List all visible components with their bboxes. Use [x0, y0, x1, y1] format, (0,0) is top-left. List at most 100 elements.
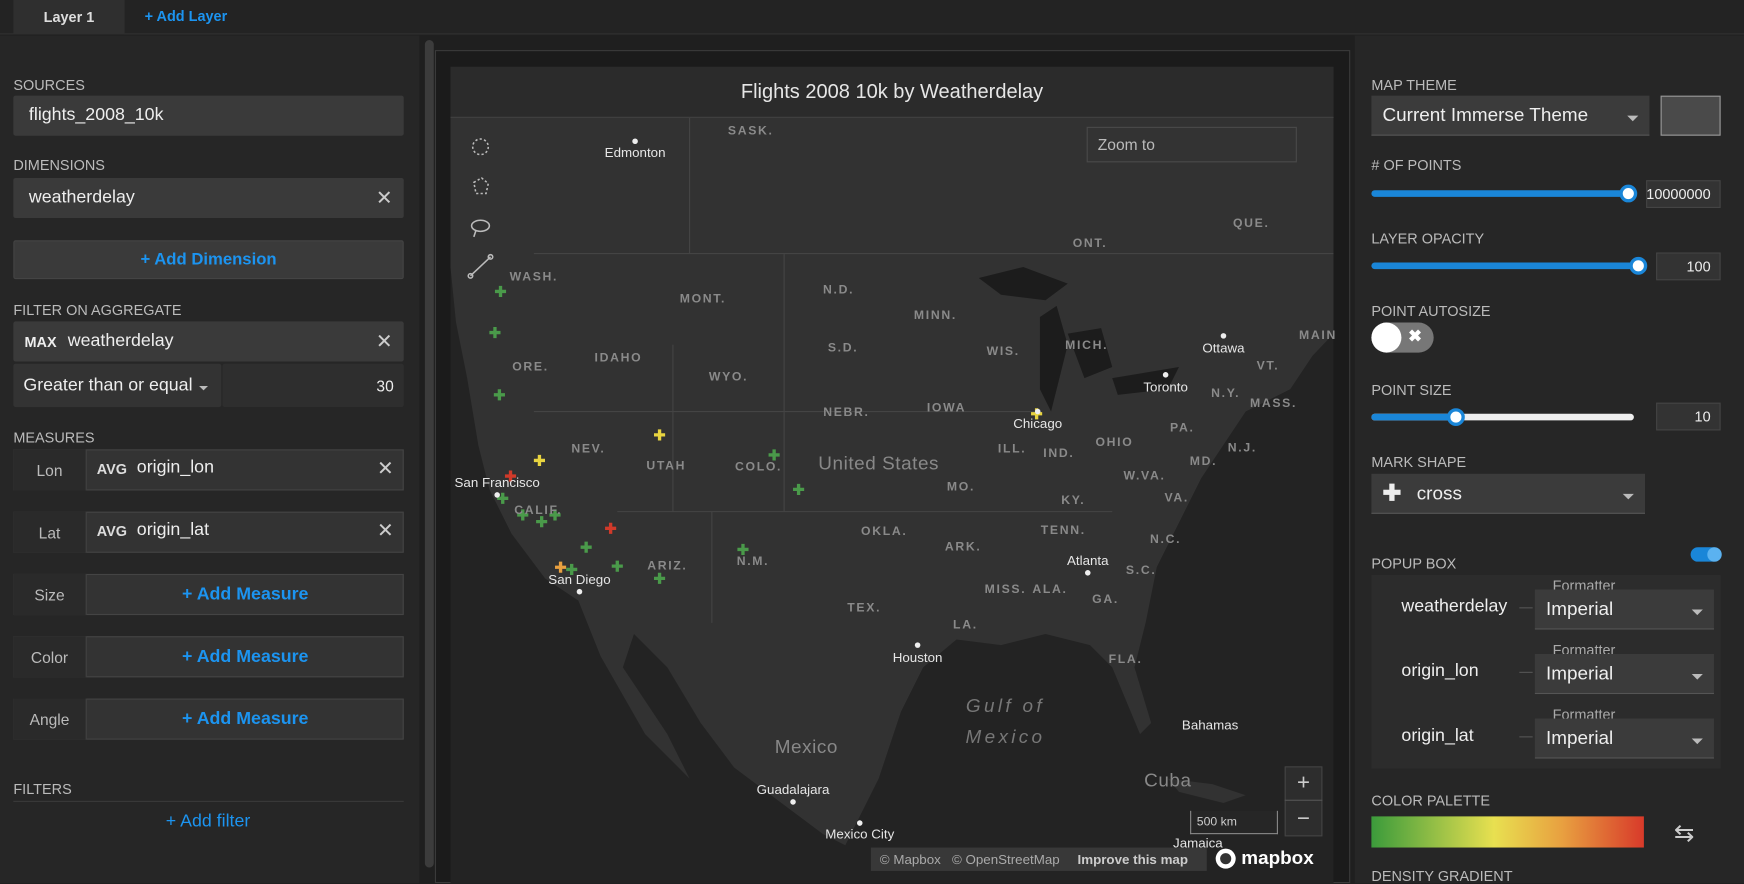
value: 30	[376, 376, 394, 395]
formatter-select[interactable]: Imperial	[1534, 718, 1714, 759]
zoom-controls	[1284, 766, 1323, 837]
map[interactable]	[450, 117, 1334, 884]
remove-icon[interactable]: ✕	[377, 519, 394, 542]
draw-tools[interactable]	[467, 138, 494, 279]
land	[450, 117, 1334, 846]
region-label: OHIO	[1095, 435, 1134, 450]
section-label: DIMENSIONS	[13, 156, 105, 174]
region-label: United States	[818, 452, 940, 474]
add-measure[interactable]: + Add Measure	[182, 709, 309, 728]
remove-icon[interactable]: ✕	[375, 186, 393, 209]
logo-text: mapbox	[1241, 847, 1314, 869]
slider-knob[interactable]	[1629, 256, 1648, 275]
city-label: Ottawa	[1202, 340, 1245, 356]
opacity-value[interactable]: 100	[1656, 252, 1721, 281]
caret	[1691, 673, 1703, 680]
city-label: San Diego	[548, 571, 611, 588]
zoom-out[interactable]: −	[1297, 806, 1311, 831]
city-dot	[1162, 372, 1169, 378]
add-filter[interactable]: + Add filter	[165, 811, 251, 831]
point-marker	[793, 483, 805, 495]
slider-knob[interactable]	[1447, 408, 1465, 426]
point-marker	[580, 541, 592, 553]
popup-field: weatherdelay	[1401, 597, 1508, 617]
add-measure[interactable]: + Add Measure	[182, 646, 309, 666]
attribution-link[interactable]: © OpenStreetMap	[951, 851, 1060, 867]
region-label: VA.	[1164, 491, 1190, 505]
add-measure[interactable]: + Add Measure	[182, 584, 309, 604]
region-label: TEX.	[847, 601, 882, 616]
shape-icon: ✚	[1382, 481, 1402, 507]
region-label: UTAH	[646, 459, 687, 473]
attribution-link[interactable]: © Mapbox	[879, 851, 941, 867]
point-marker	[494, 285, 507, 297]
add-dimension[interactable]: + Add Dimension	[13, 240, 404, 280]
dimension-input[interactable]: weatherdelay ✕	[13, 177, 404, 218]
remove-icon[interactable]: ✕	[375, 329, 393, 353]
source-input[interactable]: flights_2008_10k	[13, 95, 404, 136]
section-label: MARK SHAPE	[1371, 453, 1467, 471]
region-label: IDAHO	[594, 351, 643, 365]
toggle-knob	[1371, 322, 1402, 353]
toggle-icon: ✖	[1408, 326, 1423, 346]
scrollbar[interactable]	[424, 40, 434, 868]
region-label: MASS.	[1249, 397, 1298, 411]
tab[interactable]: Layer 1	[13, 0, 125, 35]
connector	[1519, 736, 1533, 738]
city-label: San Francisco	[454, 474, 540, 491]
formatter-select[interactable]: Imperial	[1534, 653, 1714, 695]
filter-value[interactable]: 30	[222, 363, 404, 408]
region-label: ONT.	[1072, 236, 1108, 251]
attribution: © Mapbox © OpenStreetMap Improve this ma…	[870, 847, 1207, 871]
region-label: MO.	[946, 480, 976, 494]
zoom-to-input[interactable]: Zoom to	[1086, 126, 1297, 163]
point-marker	[653, 572, 666, 584]
zoom-in[interactable]: +	[1284, 766, 1323, 801]
dimension: weatherdelay	[28, 187, 135, 207]
shape-select[interactable]: ✚ cross	[1371, 473, 1646, 514]
city-dot	[576, 588, 583, 595]
operator-select[interactable]: Greater than or equal	[13, 363, 222, 408]
measure-field: origin_lon	[136, 458, 214, 478]
region-label: PA.	[1170, 421, 1195, 435]
size-value[interactable]: 10	[1656, 402, 1721, 431]
filter-field[interactable]: MAX weatherdelay ✕	[13, 321, 404, 362]
swap-icon[interactable]: ⇆	[1673, 818, 1695, 847]
formatter-select[interactable]: Imperial	[1534, 589, 1714, 630]
aggregate: AVG	[96, 460, 128, 478]
point-marker	[549, 509, 561, 521]
city-dot	[1220, 333, 1227, 339]
section-label: LAYER OPACITY	[1371, 230, 1485, 247]
region-label: Cuba	[1144, 769, 1192, 791]
theme-thumbnail[interactable]	[1660, 95, 1721, 136]
improve-link[interactable]: Improve this map	[1077, 851, 1189, 867]
region-label: WYO.	[708, 370, 749, 384]
point-marker	[493, 389, 505, 401]
point-marker	[533, 454, 545, 467]
slider-fill	[1371, 413, 1456, 421]
remove-icon[interactable]: ✕	[377, 457, 394, 480]
measure-name: Lon	[13, 449, 87, 491]
region-label: ALA.	[1032, 582, 1068, 597]
region-label: ORE.	[512, 360, 549, 374]
slider-track	[1371, 262, 1639, 270]
city-label: Edmonton	[604, 144, 666, 161]
land	[1167, 778, 1246, 804]
slider-knob[interactable]	[1619, 184, 1638, 203]
connector	[1519, 607, 1533, 609]
region-label: CALIF.	[514, 503, 563, 518]
section-label: DENSITY GRADIENT	[1371, 867, 1513, 884]
theme-select[interactable]: Current Immerse Theme	[1371, 95, 1650, 136]
region-label: Mexico	[965, 726, 1046, 748]
section-label: FILTERS	[13, 780, 72, 798]
color-palette[interactable]	[1371, 816, 1644, 848]
points-value[interactable]: 10000000	[1646, 180, 1721, 208]
city-label: Chicago	[1013, 415, 1063, 432]
city-dot	[914, 642, 921, 648]
region-label: MISS.	[984, 582, 1027, 597]
add-layer[interactable]: + Add Layer	[144, 7, 228, 25]
region-label: VT.	[1256, 359, 1280, 373]
popup-field: origin_lon	[1401, 661, 1479, 681]
region-label: QUE.	[1232, 216, 1270, 231]
mapbox-logo[interactable]: mapbox	[1215, 848, 1314, 870]
